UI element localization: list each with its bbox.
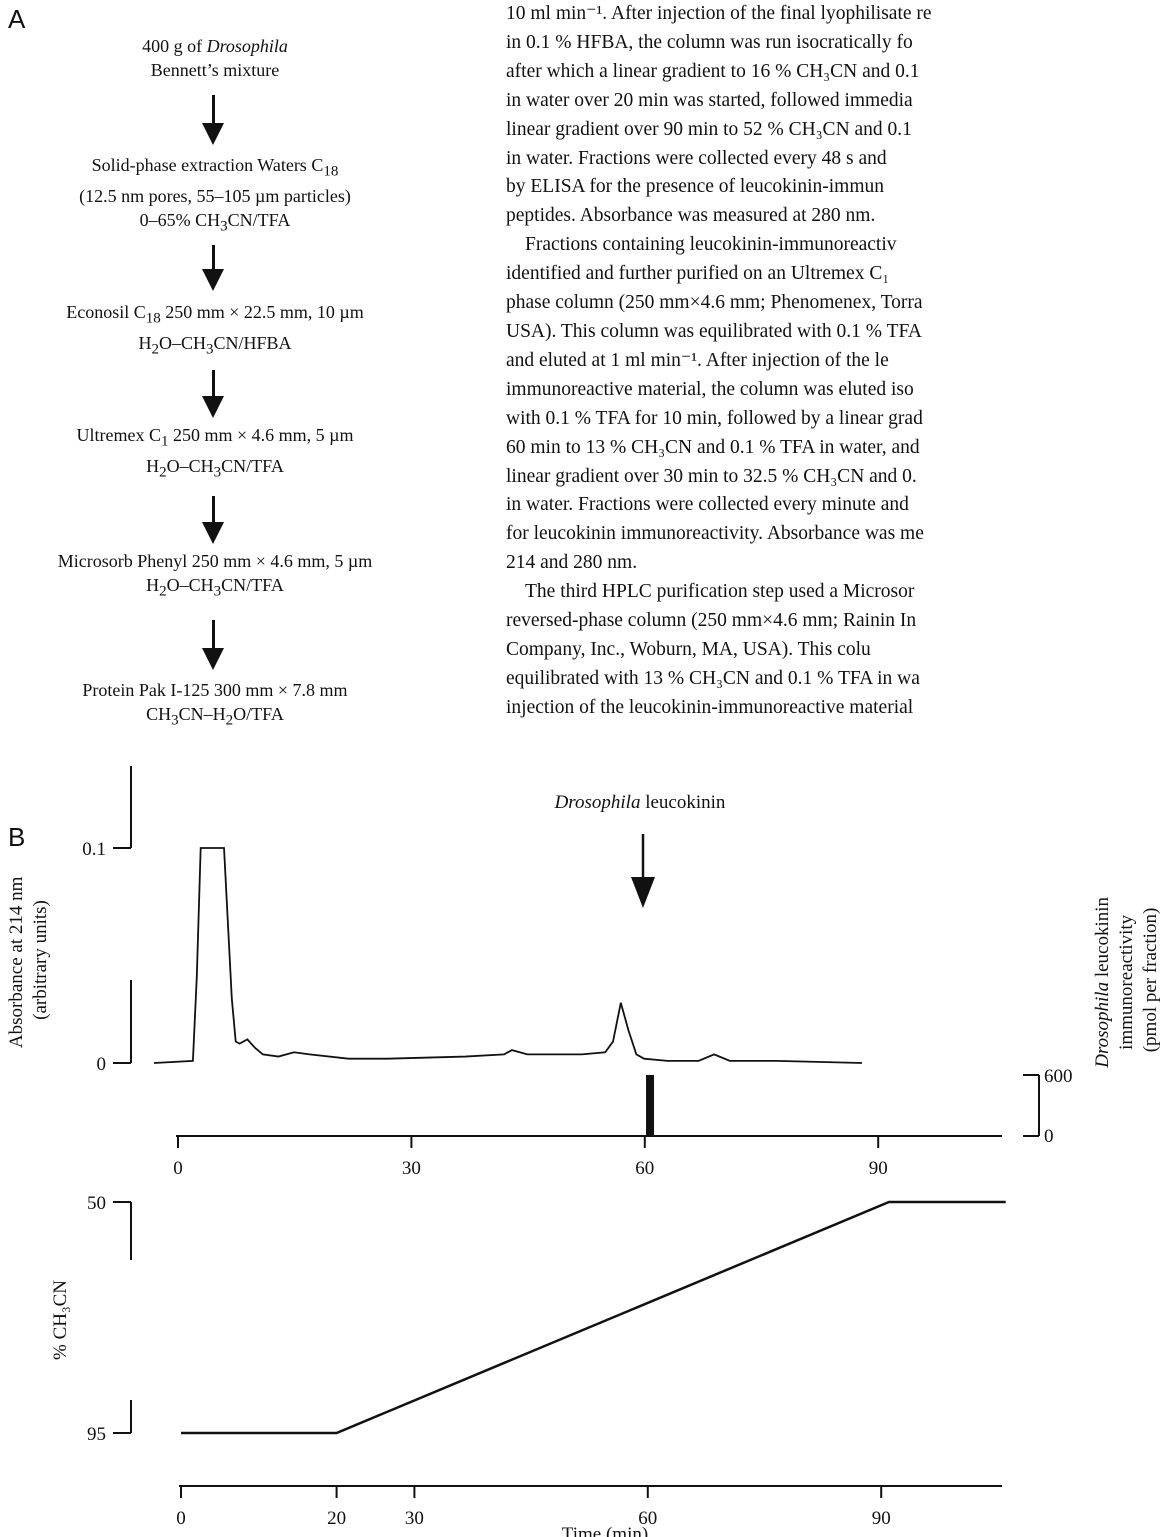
middle-axis-tick-label: 60	[635, 1158, 654, 1179]
text-line: reversed-phase column (250 mm×4.6 mm; Ra…	[506, 610, 917, 632]
text-line: and eluted at 1 ml min⁻¹. After injectio…	[506, 349, 889, 371]
gradient-y-axis: 50 95	[87, 1193, 132, 1445]
bottom-axis-tick-label: 20	[327, 1508, 346, 1529]
immunoreactivity-ylabel: Drosophila leucokinin immunoreactivity (…	[1092, 892, 1161, 1069]
text-line: Company, Inc., Woburn, MA, USA). This co…	[506, 638, 871, 660]
text-line: 10 ml min⁻¹. After injection of the fina…	[506, 3, 932, 24]
bottom-axis-tick-label: 90	[872, 1508, 891, 1529]
middle-axis-tick-label: 30	[402, 1158, 421, 1179]
immunoreactivity-y-axis: 600 0	[1023, 1066, 1073, 1147]
text-line: 60 min to 13 % CH₃CN and 0.1 % TFA in wa…	[506, 436, 920, 458]
text-line: equilibrated with 13 % CH₃CN and 0.1 % T…	[506, 667, 920, 689]
middle-axis-tick-label: 0	[173, 1158, 183, 1179]
text-line: linear gradient over 90 min to 52 % CH₃C…	[506, 118, 912, 140]
text-line: 214 and 280 nm.	[506, 552, 638, 574]
bottom-time-axis: 0 20 30 60 90	[176, 1485, 1002, 1529]
time-xlabel: Time (min)	[562, 1524, 648, 1537]
immunoreactivity-bar	[646, 1075, 655, 1136]
text-line: peptides. Absorbance was measured at 280…	[506, 205, 876, 227]
text-line: in water. Fractions were collected every…	[506, 147, 887, 169]
annotation-arrow-icon	[631, 877, 655, 908]
absorbance-ylabel: Absorbance at 214 nm (arbitrary units)	[6, 872, 51, 1048]
gradient-ylabel: % CH₃CN	[50, 1280, 71, 1360]
flow-step-6: Protein Pak I-125 300 mm × 7.8 mm CH3CN–…	[82, 680, 348, 729]
flow-step-5: Microsorb Phenyl 250 mm × 4.6 mm, 5 µm H…	[57, 551, 373, 600]
text-line: in 0.1 % HFBA, the column was run isocra…	[506, 31, 913, 53]
text-line: Fractions containing leucokinin-immunore…	[525, 234, 897, 256]
immuno-tick-0: 0	[1044, 1126, 1054, 1147]
methods-text-column: 10 ml min⁻¹. After injection of the fina…	[506, 0, 1176, 723]
text-line: with 0.1 % TFA for 10 min, followed by a…	[506, 407, 923, 429]
text-line: for leucokinin immunoreactivity. Absorba…	[506, 523, 924, 545]
flow-step-4: Ultremex C1 250 mm × 4.6 mm, 5 µm H2O–CH…	[76, 425, 354, 481]
absorbance-y-axis: 0.1 0	[82, 766, 132, 1075]
middle-time-axis: 0 30 60 90	[173, 1135, 1002, 1179]
bottom-axis-tick-label: 60	[638, 1508, 657, 1529]
text-line: linear gradient over 30 min to 32.5 % CH…	[506, 465, 917, 487]
bottom-axis-tick-label: 0	[176, 1508, 186, 1529]
immuno-tick-600: 600	[1044, 1066, 1073, 1087]
flow-step-2: Solid-phase extraction Waters C18 (12.5 …	[79, 155, 351, 235]
text-line: phase column (250 mm×4.6 mm; Phenomenex,…	[506, 292, 923, 314]
immunoreactivity-bars	[646, 1075, 655, 1136]
flow-step-3: Econosil C18 250 mm × 22.5 mm, 10 µm H2O…	[66, 302, 364, 358]
text-line: in water. Fractions were collected every…	[506, 494, 909, 516]
text-line: USA). This column was equilibrated with …	[506, 320, 922, 342]
text-line: immunoreactive material, the column was …	[506, 378, 914, 400]
absorbance-trace	[153, 847, 863, 1064]
text-line: in water over 20 min was started, follow…	[506, 89, 913, 111]
absorbance-tick-0.1: 0.1	[82, 839, 106, 860]
text-line: injection of the leucokinin-immunoreacti…	[506, 696, 914, 718]
panel-b-letter: B	[8, 822, 26, 852]
flow-step-1: 400 g of Drosophila Bennett’s mixture	[142, 36, 288, 80]
panel-a-letter: A	[8, 4, 26, 34]
bottom-axis-tick-label: 30	[405, 1508, 424, 1529]
text-line: identified and further purified on an Ul…	[506, 263, 890, 285]
gradient-tick-50: 50	[87, 1193, 106, 1214]
leucokinin-annotation: Drosophila leucokinin	[554, 792, 726, 813]
text-line: The third HPLC purification step used a …	[525, 581, 915, 603]
text-line: after which a linear gradient to 16 % CH…	[506, 60, 920, 82]
paragraph-2: Fractions containing leucokinin-immunore…	[506, 231, 1176, 578]
absorbance-tick-0: 0	[97, 1054, 107, 1075]
paragraph-1: 10 ml min⁻¹. After injection of the fina…	[506, 0, 1176, 231]
text-line: by ELISA for the presence of leucokinin-…	[506, 176, 884, 198]
gradient-line	[181, 1200, 1006, 1435]
middle-axis-tick-label: 90	[869, 1158, 888, 1179]
gradient-tick-95: 95	[87, 1424, 106, 1445]
paragraph-3: The third HPLC purification step used a …	[506, 578, 1176, 723]
